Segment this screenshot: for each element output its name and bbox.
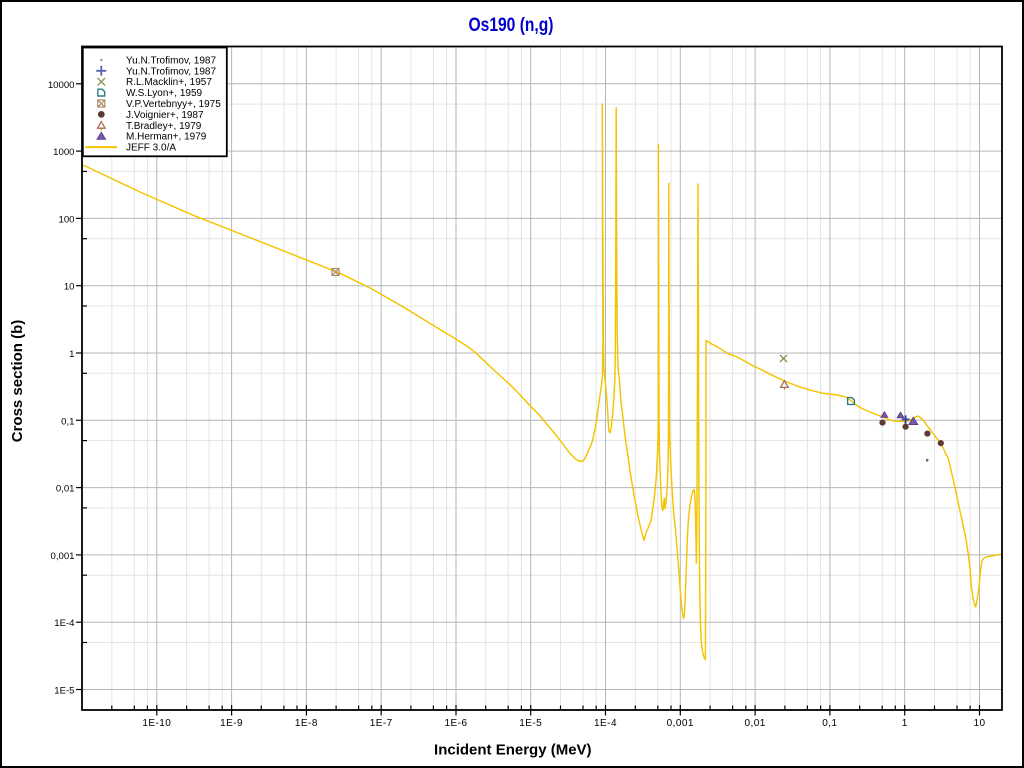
svg-text:1E-9: 1E-9 — [220, 718, 243, 729]
svg-text:1: 1 — [69, 349, 74, 360]
svg-text:1E-4: 1E-4 — [594, 718, 617, 729]
svg-text:10000: 10000 — [48, 80, 75, 91]
svg-text:Yu.N.Trofimov, 1987: Yu.N.Trofimov, 1987 — [126, 55, 216, 66]
svg-text:W.S.Lyon+, 1959: W.S.Lyon+, 1959 — [126, 88, 203, 99]
svg-text:Yu.N.Trofimov, 1987: Yu.N.Trofimov, 1987 — [126, 66, 216, 77]
svg-text:1: 1 — [902, 718, 908, 729]
svg-text:1E-6: 1E-6 — [445, 718, 468, 729]
svg-text:0,01: 0,01 — [56, 484, 75, 495]
svg-text:0,001: 0,001 — [667, 718, 694, 729]
svg-text:1E-5: 1E-5 — [519, 718, 542, 729]
svg-text:1E-5: 1E-5 — [54, 686, 74, 697]
svg-text:R.L.Macklin+, 1957: R.L.Macklin+, 1957 — [126, 77, 212, 88]
svg-text:0,01: 0,01 — [744, 718, 765, 729]
svg-text:1E-4: 1E-4 — [54, 618, 75, 629]
svg-text:0,1: 0,1 — [822, 718, 837, 729]
svg-text:1E-7: 1E-7 — [370, 718, 393, 729]
svg-text:Cross section (b): Cross section (b) — [9, 320, 26, 443]
svg-text:1E-10: 1E-10 — [142, 718, 171, 729]
svg-text:Incident Energy (MeV): Incident Energy (MeV) — [434, 742, 592, 759]
svg-text:Os190 (n,g): Os190 (n,g) — [469, 14, 554, 36]
svg-text:JEFF 3.0/A: JEFF 3.0/A — [126, 143, 176, 154]
svg-text:1E-8: 1E-8 — [295, 718, 318, 729]
svg-text:0,001: 0,001 — [50, 551, 74, 562]
svg-text:0,1: 0,1 — [61, 416, 74, 427]
svg-text:10: 10 — [64, 282, 75, 293]
svg-text:V.P.Vertebnyy+, 1975: V.P.Vertebnyy+, 1975 — [126, 99, 221, 110]
svg-text:100: 100 — [58, 214, 74, 225]
svg-text:T.Bradley+, 1979: T.Bradley+, 1979 — [126, 121, 202, 132]
svg-text:M.Herman+, 1979: M.Herman+, 1979 — [126, 132, 207, 143]
svg-text:1000: 1000 — [53, 147, 74, 158]
svg-text:10: 10 — [973, 718, 985, 729]
svg-text:J.Voignier+, 1987: J.Voignier+, 1987 — [126, 110, 204, 121]
